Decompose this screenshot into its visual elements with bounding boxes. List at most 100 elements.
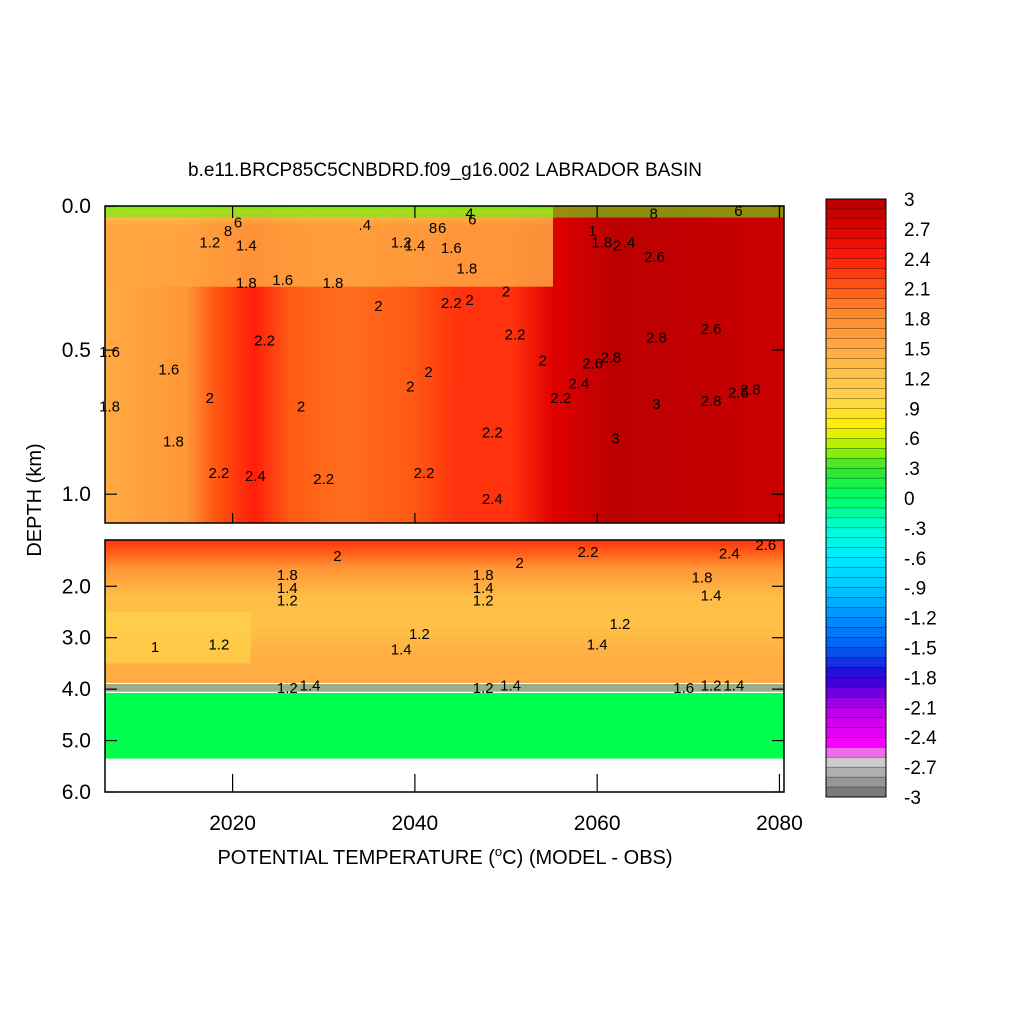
colorbar-label: .3 [904,459,920,480]
contour-label: 2 [424,364,432,381]
colorbar-band [825,318,887,330]
colorbar-band [825,747,887,758]
colorbar-band [825,537,887,549]
contour-label: .4 [359,217,372,234]
colorbar-band [825,487,887,499]
colorbar-label: .9 [904,399,920,420]
contour-label: 1.2 [473,593,494,610]
colorbar-label: -1.8 [904,668,937,689]
colorbar-label: 2.1 [904,280,930,301]
contour-label: 2.2 [313,471,334,488]
x-axis-title: POTENTIAL TEMPERATURE (oC) (MODEL - OBS) [217,844,672,869]
surface-layer [105,206,553,287]
upper-panel [104,205,785,524]
colorbar-band [825,567,887,579]
x-tick-label: 2060 [574,812,621,835]
contour-label: 6 [234,214,242,231]
colorbar-band [825,647,887,658]
colorbar-band [825,637,887,648]
contour-label: 6 [438,220,446,237]
contour-label: 2 [297,399,305,416]
contour-label: 2 [613,237,621,254]
colorbar-band [825,228,887,240]
colorbar-band [825,428,887,439]
colorbar-band [825,368,887,379]
colorbar-label: 3 [904,190,915,211]
colorbar-label: -.9 [904,579,926,600]
contour-label: 2.4 [719,545,740,562]
colorbar-band [825,438,887,449]
contour-label: 1.8 [99,399,120,416]
colorbar-band [825,298,887,310]
contour-label: 8 [224,223,232,240]
colorbar-band [825,258,887,270]
contour-label: 1.2 [609,616,630,633]
contour-label: 2.6 [582,355,603,372]
colorbar-label: 1.8 [904,310,930,331]
contour-label: 2.2 [208,465,229,482]
colorbar-label: 2.4 [904,250,931,271]
y-axis-title: DEPTH (km) [24,443,46,556]
contour-label: 2 [502,283,510,300]
contour-label: 1.6 [673,680,694,697]
contour-label: 2 [206,390,214,407]
colorbar-band [825,597,887,609]
contour-label: 1.4 [277,580,298,597]
colorbar-band [825,557,887,569]
ocean-bottom-fill [105,693,784,759]
contour-label: 1.2 [199,234,220,251]
x-tick-label: 2020 [209,812,256,835]
colorbar-band [825,328,887,339]
contour-label: 1.8 [692,570,713,587]
x-tick-label: 2040 [392,812,439,835]
contour-label: 2 [333,548,341,565]
colorbar-band [825,218,887,230]
colorbar-band [825,398,887,409]
contour-label: 1.6 [272,272,293,289]
y-tick-label: 2.0 [62,575,91,598]
contour-label: 6 [734,203,742,220]
plot-title: b.e11.BRCP85C5CNBDRD.f09_g16.002 LABRADO… [188,160,702,181]
contour-label: 1.8 [163,433,184,450]
colorbar-band [825,497,887,509]
contour-label: 1.2 [701,678,722,695]
colorbar-band [825,288,887,300]
contour-label: 1.8 [277,567,298,584]
colorbar-label: 2.7 [904,220,930,241]
colorbar-band [825,448,887,459]
contour-label: 1.8 [473,567,494,584]
colorbar-band [825,278,887,290]
deep-front-band [105,684,784,692]
contour-label: 1.4 [404,237,425,254]
colorbar-band [825,418,887,429]
contour-label: 2.2 [414,465,435,482]
lower-panel [104,539,785,793]
colorbar-label: -2.7 [904,758,937,779]
contour-label: 2 [538,353,546,370]
y-tick-label: 5.0 [62,730,91,753]
colorbar-band [825,517,887,529]
x-axis-title-suffix: C) (MODEL - OBS) [502,847,672,869]
colorbar-band [825,308,887,320]
contour-label: 2 [406,379,414,396]
contour-label: 1.2 [277,680,298,697]
y-tick-label: 0.5 [62,339,91,362]
colorbar-band [825,667,887,678]
contour-label: 1 [588,223,596,240]
colorbar-band [825,607,887,619]
contour-label: 1.2 [391,234,412,251]
contour-label: 2.6 [644,249,665,266]
contour-label: 1.4 [701,588,722,605]
x-axis-ticks: 2020 2040 2060 2080 [209,206,803,835]
colorbar-band [825,238,887,250]
contour-label: 6 [468,211,476,228]
contour-label: 2 [374,298,382,315]
colorbar-band [825,707,887,718]
contour-label: 2.2 [482,425,503,442]
colorbar-band [825,477,887,489]
contour-label: 1.4 [723,678,744,695]
contour-label: 4 [465,206,473,223]
colorbar-band [825,776,887,788]
colorbar-band [825,786,887,798]
